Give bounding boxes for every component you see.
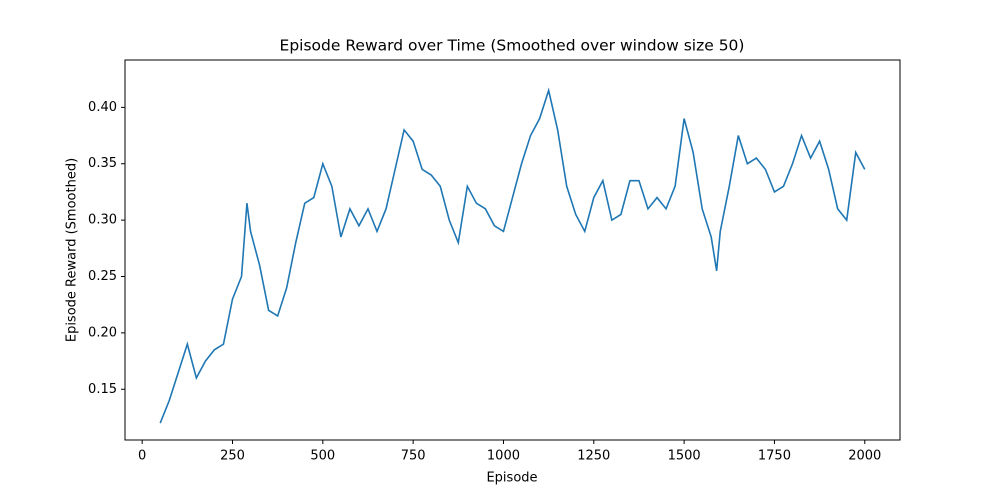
x-tick-label: 1000 [487,449,520,464]
y-tick-label: 0.40 [88,100,117,115]
y-axis-label: Episode Reward (Smoothed) [65,158,80,342]
x-axis-label: Episode [486,471,537,486]
x-tick-label: 2000 [848,449,881,464]
y-tick-label: 0.30 [88,213,117,228]
x-tick-label: 0 [138,449,146,464]
y-tick-label: 0.25 [88,269,117,284]
y-tick-label: 0.20 [88,325,117,340]
data-line [159,87,866,424]
x-tick-label: 1500 [668,449,701,464]
x-tick-label: 1750 [758,449,791,464]
y-tick-label: 0.15 [88,382,117,397]
x-tick-label: 500 [310,449,335,464]
y-tick-label: 0.35 [88,156,117,171]
plot-frame [124,59,901,441]
x-tick-label: 250 [220,449,245,464]
chart-title: Episode Reward over Time (Smoothed over … [280,37,745,55]
x-tick-label: 1250 [577,449,610,464]
x-tick-label: 750 [401,449,426,464]
